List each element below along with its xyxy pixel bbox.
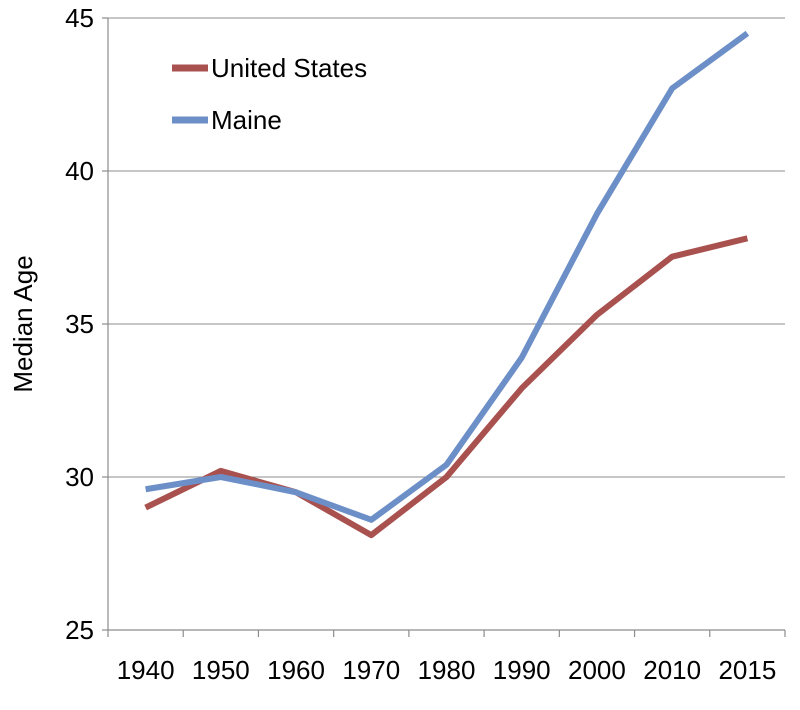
x-tick-label: 1970 — [342, 655, 400, 685]
x-tick-label: 2000 — [568, 655, 626, 685]
series-lines — [144, 30, 750, 539]
x-tick-label: 1940 — [117, 655, 175, 685]
y-tick-label: 30 — [65, 462, 94, 492]
legend-label: Maine — [211, 105, 282, 135]
x-tick-label: 2015 — [718, 655, 776, 685]
y-tick-label: 45 — [65, 3, 94, 33]
legend: United States Maine — [172, 53, 367, 135]
gridlines — [108, 17, 785, 478]
legend-label: United States — [211, 53, 367, 83]
x-tick-label: 2010 — [643, 655, 701, 685]
x-tick-label: 1960 — [267, 655, 325, 685]
y-tick-label: 35 — [65, 309, 94, 339]
y-axis-title: Median Age — [8, 255, 38, 392]
y-tick-label: 40 — [65, 156, 94, 186]
y-axis-ticks: 25 30 35 40 45 — [65, 3, 108, 645]
x-tick-label: 1950 — [192, 655, 250, 685]
y-tick-label: 25 — [65, 615, 94, 645]
x-tick-label: 1980 — [418, 655, 476, 685]
x-tick-label: 1990 — [493, 655, 551, 685]
x-axis-ticks: 1940 1950 1960 1970 1980 1990 2000 2010 2015 — [107, 630, 786, 685]
series-line-united-states — [144, 235, 749, 539]
